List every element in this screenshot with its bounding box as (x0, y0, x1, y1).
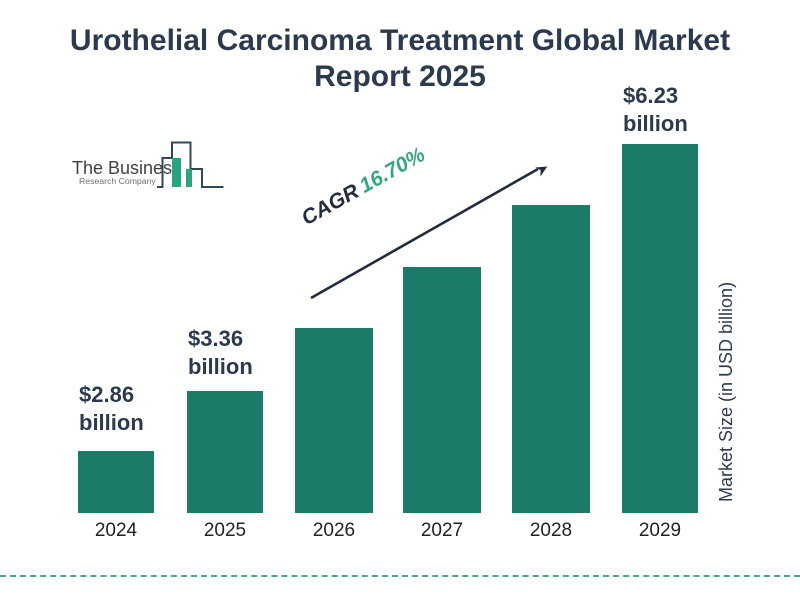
svg-text:The Business: The Business (72, 158, 181, 178)
svg-text:Research Company: Research Company (79, 176, 156, 186)
